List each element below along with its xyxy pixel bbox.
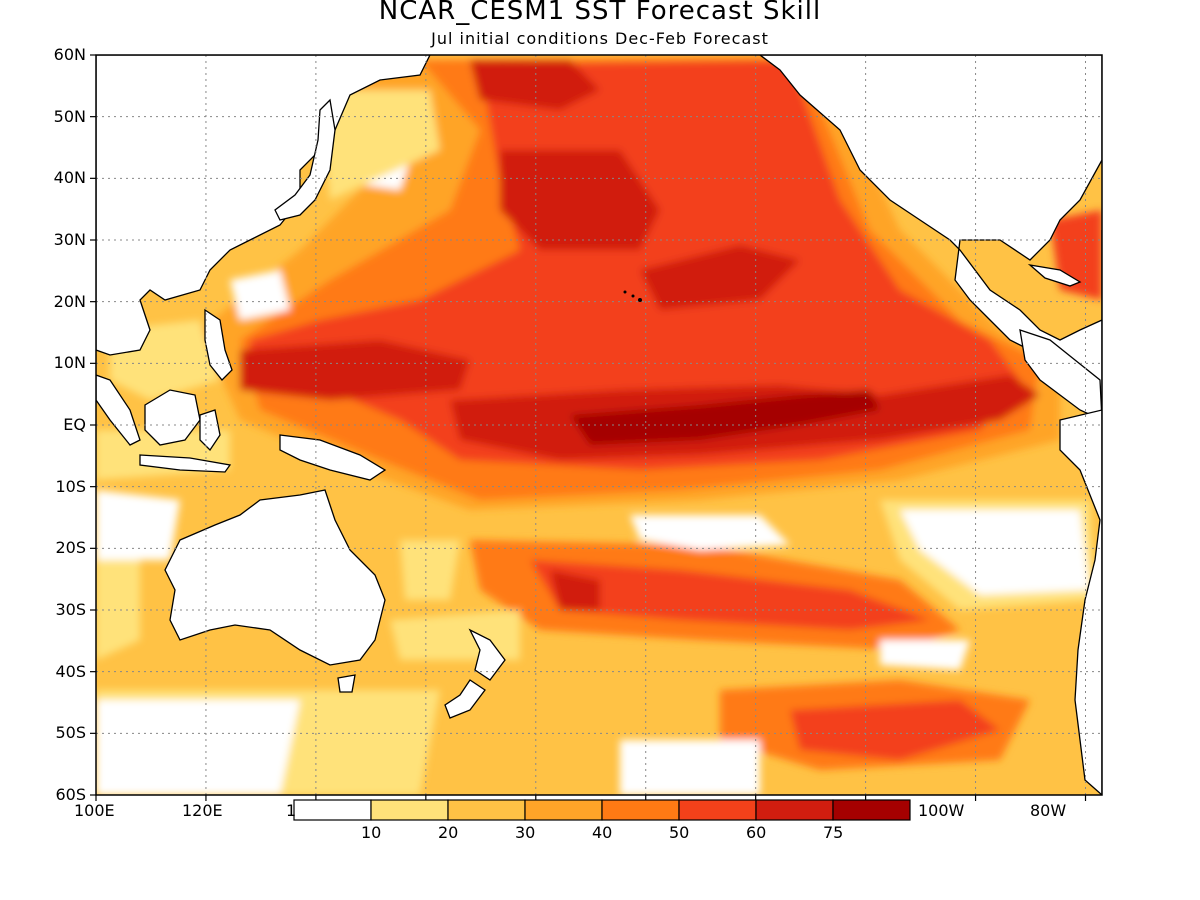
- colorbar-label: 20: [438, 823, 459, 842]
- colorbar-swatch: [601, 799, 680, 821]
- colorbar-label: 50: [669, 823, 690, 842]
- colorbar-label: 40: [592, 823, 613, 842]
- land-borneo: [144, 389, 201, 446]
- lat-label: 30S: [55, 600, 86, 619]
- land-nz-south: [444, 679, 486, 719]
- lat-label: 50N: [53, 106, 86, 126]
- land-cuba: [1027, 263, 1082, 287]
- colorbar-swatch: [447, 799, 526, 821]
- colorbar-swatch: [370, 799, 449, 821]
- lat-label: 40S: [55, 661, 86, 681]
- colorbar-label: 60: [746, 823, 767, 842]
- land-sulawesi: [199, 409, 221, 452]
- land-tasmania: [337, 674, 356, 693]
- land-new-guinea: [279, 434, 387, 481]
- land-java: [139, 454, 232, 473]
- land-sumatra: [96, 374, 141, 446]
- lat-label: EQ: [63, 415, 86, 434]
- lat-label: 50S: [55, 723, 86, 743]
- lat-label: 60N: [53, 45, 86, 64]
- lat-label: 10S: [55, 476, 86, 496]
- colorbar-label: 10: [361, 823, 382, 842]
- land-australia: [164, 489, 386, 666]
- lat-label: 10N: [53, 353, 86, 373]
- land: [96, 55, 1102, 795]
- lat-label: 20S: [55, 538, 86, 558]
- field-low-south-2: [880, 640, 970, 670]
- lat-label: 60S: [55, 785, 86, 804]
- colorbar-swatch: [524, 799, 603, 821]
- hawaii: [623, 290, 642, 302]
- field-low-20n: [230, 270, 290, 320]
- lon-label: 120E: [182, 801, 223, 820]
- lon-label: 100W: [918, 801, 965, 820]
- field-low-south-1: [630, 515, 790, 550]
- field-south-55-core: [790, 700, 1000, 760]
- colorbar-label: 75: [823, 823, 844, 842]
- map-title: NCAR_CESM1 SST Forecast Skill: [378, 0, 822, 26]
- colorbar: [293, 799, 911, 821]
- field-nw-60: [470, 60, 600, 110]
- axis-ticks: [90, 54, 1087, 801]
- map-subtitle: Jul initial conditions Dec-Feb Forecast: [431, 29, 769, 48]
- land-nz-north: [468, 628, 506, 681]
- field-wpac-60: [240, 340, 470, 400]
- land-north-america: [758, 55, 1102, 411]
- field-low-nw-yellow: [320, 90, 440, 200]
- lat-label: 40N: [53, 168, 86, 188]
- land-asia: [96, 55, 431, 356]
- field-kuroshio-60: [500, 150, 660, 250]
- field-low-tasman: [400, 540, 460, 600]
- lat-label: 20N: [53, 291, 86, 311]
- colorbar-label: 30: [515, 823, 536, 842]
- lon-label: 1: [286, 801, 297, 820]
- colorbar-swatch: [293, 799, 372, 821]
- colorbar-swatch: [832, 799, 911, 821]
- colorbar-swatch: [678, 799, 757, 821]
- lat-label: 30N: [53, 230, 86, 249]
- field-subtrop-60: [640, 245, 800, 310]
- field-equator-core: [570, 390, 880, 445]
- field-low-south-3: [620, 740, 760, 795]
- field-low-west-aus: [96, 560, 140, 660]
- field-south-band-50: [530, 560, 930, 630]
- land-south-america: [1059, 409, 1102, 795]
- colorbar-swatch: [755, 799, 834, 821]
- field-low-se-pacific-white: [900, 510, 1090, 595]
- land-japan: [274, 98, 336, 221]
- field-low-west-indian: [96, 490, 180, 560]
- lon-label: 100E: [74, 801, 115, 820]
- field-low-southern-ocean-white: [96, 700, 300, 795]
- lon-label: 80W: [1030, 801, 1067, 820]
- field-south-core-60: [550, 570, 600, 610]
